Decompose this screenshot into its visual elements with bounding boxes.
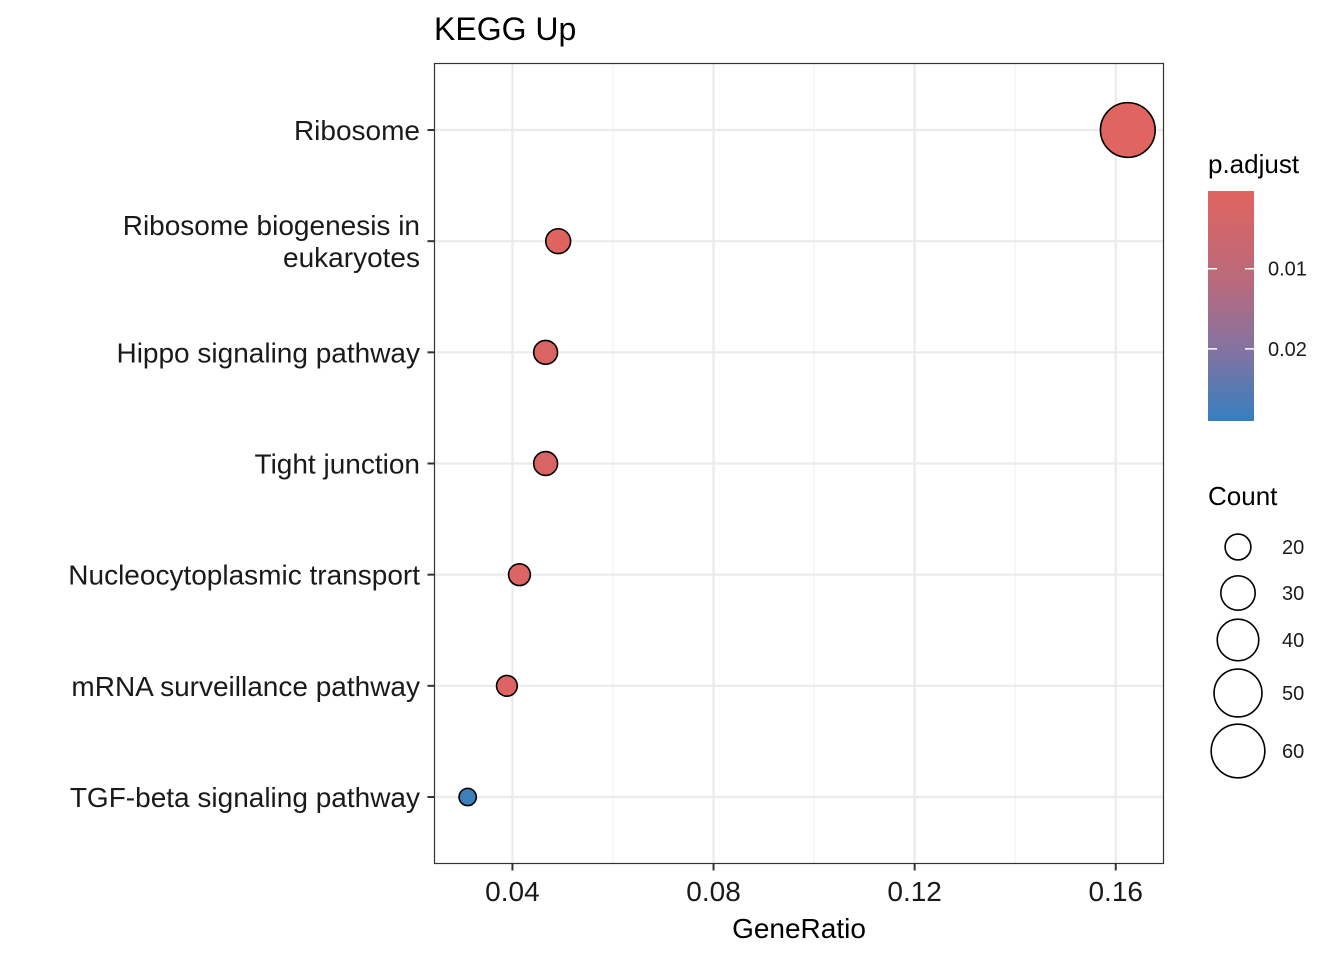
x-tick-label: 0.12 [887, 876, 942, 907]
size-legend-key [1213, 668, 1263, 718]
x-tick-label: 0.16 [1088, 876, 1143, 907]
p-adjust-colorbar [1208, 191, 1254, 421]
y-tick-label: TGF-beta signaling pathway [70, 782, 420, 813]
data-point [495, 674, 519, 697]
size-legend-key [1210, 723, 1266, 779]
data-point [532, 450, 559, 477]
data-point [544, 227, 572, 255]
chart-title: KEGG Up [434, 11, 576, 47]
y-tick-label: Ribosome [294, 115, 420, 146]
y-tick-label: mRNA surveillance pathway [71, 671, 420, 702]
count-legend: Count 20 30 40 50 60 [1208, 481, 1304, 779]
p-adjust-legend: p.adjust 0.01 0.02 [1208, 149, 1307, 421]
size-legend-key [1216, 618, 1260, 662]
size-legend-label: 20 [1282, 537, 1304, 559]
y-axis: Ribosome Ribosome biogenesis ineukaryotes… [68, 115, 435, 813]
colorbar-label: 0.01 [1268, 259, 1307, 281]
p-adjust-legend-title: p.adjust [1208, 149, 1300, 179]
size-legend-key [1224, 533, 1252, 561]
x-tick-label: 0.08 [686, 876, 741, 907]
size-legend-label: 40 [1282, 630, 1304, 652]
size-legend-label: 60 [1282, 741, 1304, 763]
size-legend-label: 30 [1282, 583, 1304, 605]
data-point [458, 787, 478, 807]
y-tick-label: Tight junction [255, 449, 421, 480]
size-legend-key [1220, 575, 1256, 611]
y-tick-label: eukaryotes [283, 242, 420, 273]
colorbar-label: 0.02 [1268, 339, 1307, 361]
y-tick-label: Hippo signaling pathway [116, 337, 420, 368]
size-legend-label: 50 [1282, 683, 1304, 705]
x-axis: 0.04 0.08 0.12 0.16 [485, 863, 1143, 907]
x-tick-label: 0.04 [485, 876, 540, 907]
data-point [1099, 101, 1156, 159]
y-tick-label: Nucleocytoplasmic transport [68, 560, 420, 591]
count-legend-title: Count [1208, 481, 1278, 511]
data-point [532, 339, 559, 366]
data-point [507, 562, 532, 587]
y-tick-label: Ribosome biogenesis in [123, 210, 420, 241]
plot-panel [433, 62, 1165, 865]
x-axis-title: GeneRatio [732, 913, 866, 944]
